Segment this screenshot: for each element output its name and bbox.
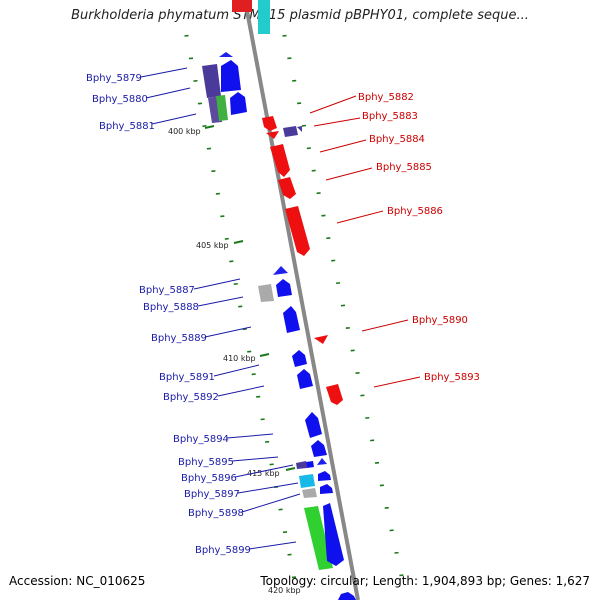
label-leader	[193, 278, 241, 290]
gene-arrow[interactable]	[221, 60, 241, 92]
gene-label-bphy-5898[interactable]: Bphy_5898	[188, 508, 244, 519]
gene-arrow[interactable]	[276, 279, 292, 297]
label-leader	[231, 456, 279, 462]
gene-label-bphy-5893[interactable]: Bphy_5893	[424, 372, 480, 383]
gene-label-bphy-5884[interactable]: Bphy_5884	[369, 134, 425, 145]
gene-arrow[interactable]	[216, 95, 228, 121]
gene-label-bphy-5879[interactable]: Bphy_5879	[86, 73, 142, 84]
gene-arrow[interactable]	[305, 412, 322, 438]
gene-label-bphy-5891[interactable]: Bphy_5891	[159, 372, 215, 383]
gene-label-bphy-5892[interactable]: Bphy_5892	[163, 392, 219, 403]
gene-arrow[interactable]	[318, 471, 331, 481]
label-leader	[217, 385, 265, 397]
gene-arrow[interactable]	[311, 440, 327, 457]
forward-strand-genes	[202, 52, 356, 600]
gene-label-bphy-5882[interactable]: Bphy_5882	[358, 92, 414, 103]
label-leader	[197, 296, 244, 307]
gene-label-bphy-5896[interactable]: Bphy_5896	[181, 473, 237, 484]
gene-arrow[interactable]	[266, 131, 279, 139]
gene-label-bphy-5885[interactable]: Bphy_5885	[376, 162, 432, 173]
label-leader	[325, 167, 373, 181]
topology-summary: Topology: circular; Length: 1,904,893 bp…	[260, 574, 590, 588]
accession-label: Accession: NC_010625	[9, 574, 146, 588]
label-leader	[373, 376, 421, 388]
kbp-label-410: 410 kbp	[223, 354, 256, 363]
gene-label-bphy-5881[interactable]: Bphy_5881	[99, 121, 155, 132]
gene-label-bphy-5899[interactable]: Bphy_5899	[195, 545, 251, 556]
forward-gene-labels: Bphy_5879 Bphy_5880 Bphy_5881 Bphy_5887 …	[86, 67, 301, 556]
label-leader	[213, 364, 260, 377]
label-leader	[226, 433, 274, 439]
label-leader	[313, 117, 361, 127]
gene-label-bphy-5880[interactable]: Bphy_5880	[92, 94, 148, 105]
gene-arrow[interactable]	[338, 592, 356, 600]
gene-feature-partial[interactable]	[232, 0, 252, 12]
gene-arrow[interactable]	[283, 306, 300, 333]
kbp-tick	[233, 240, 244, 244]
kbp-label-415: 415 kbp	[247, 469, 280, 478]
label-leader	[140, 67, 188, 78]
gene-arrow[interactable]	[320, 484, 333, 494]
gene-arrow[interactable]	[273, 266, 288, 275]
gene-arrow[interactable]	[326, 384, 343, 405]
label-leader	[361, 319, 409, 332]
gene-label-bphy-5894[interactable]: Bphy_5894	[173, 434, 229, 445]
gene-arrow[interactable]	[297, 369, 313, 389]
gene-label-bphy-5887[interactable]: Bphy_5887	[139, 285, 195, 296]
gene-arrow[interactable]	[202, 64, 221, 98]
gene-arrow[interactable]	[219, 52, 233, 57]
gene-arrow[interactable]	[304, 506, 333, 570]
gene-arrow[interactable]	[292, 350, 307, 367]
gene-arrow[interactable]	[317, 458, 327, 465]
label-leader	[204, 326, 252, 338]
gene-arrow[interactable]	[270, 144, 290, 177]
label-leader	[145, 87, 191, 99]
gene-arrow[interactable]	[296, 461, 307, 469]
label-leader	[309, 95, 357, 114]
label-leader	[234, 464, 294, 478]
kbp-label-400: 400 kbp	[168, 127, 201, 136]
kbp-scale: 400 kbp 405 kbp 410 kbp 415 kbp 420 kbp	[168, 125, 301, 595]
kbp-tick	[285, 467, 296, 471]
gene-label-bphy-5897[interactable]: Bphy_5897	[184, 489, 240, 500]
gene-label-bphy-5886[interactable]: Bphy_5886	[387, 206, 443, 217]
kbp-tick	[259, 353, 270, 357]
label-leader	[319, 139, 367, 153]
gene-arrow[interactable]	[258, 284, 274, 302]
label-leader	[241, 493, 301, 513]
label-leader	[151, 113, 197, 125]
gene-arrow[interactable]	[278, 177, 296, 199]
reverse-gene-labels: Bphy_5882 Bphy_5883 Bphy_5884 Bphy_5885 …	[309, 92, 480, 388]
label-leader	[237, 482, 299, 494]
label-leader	[336, 210, 384, 224]
gene-label-bphy-5895[interactable]: Bphy_5895	[178, 457, 234, 468]
gene-label-bphy-5890[interactable]: Bphy_5890	[412, 315, 468, 326]
gene-arrow[interactable]	[306, 461, 314, 468]
kbp-tick	[204, 125, 215, 129]
gene-label-bphy-5888[interactable]: Bphy_5888	[143, 302, 199, 313]
label-leader	[248, 541, 297, 550]
kbp-label-405: 405 kbp	[196, 241, 229, 250]
gene-arrow[interactable]	[323, 503, 344, 566]
gene-arrow[interactable]	[262, 116, 277, 131]
gene-arrow[interactable]	[297, 126, 302, 132]
kbp-label-420: 420 kbp	[268, 586, 301, 595]
gene-arrow[interactable]	[285, 206, 310, 256]
gene-arrow[interactable]	[302, 488, 317, 498]
gene-arrow[interactable]	[314, 335, 328, 344]
gene-feature-partial[interactable]	[258, 0, 270, 34]
genome-backbone	[243, 0, 360, 600]
gene-arrow[interactable]	[299, 474, 315, 488]
gene-label-bphy-5889[interactable]: Bphy_5889	[151, 333, 207, 344]
map-title: Burkholderia phymatum STM815 plasmid pBP…	[71, 8, 529, 23]
gene-arrow[interactable]	[283, 126, 298, 137]
gene-arrow[interactable]	[230, 92, 247, 115]
gene-label-bphy-5883[interactable]: Bphy_5883	[362, 111, 418, 122]
reverse-strand-genes	[262, 116, 343, 405]
